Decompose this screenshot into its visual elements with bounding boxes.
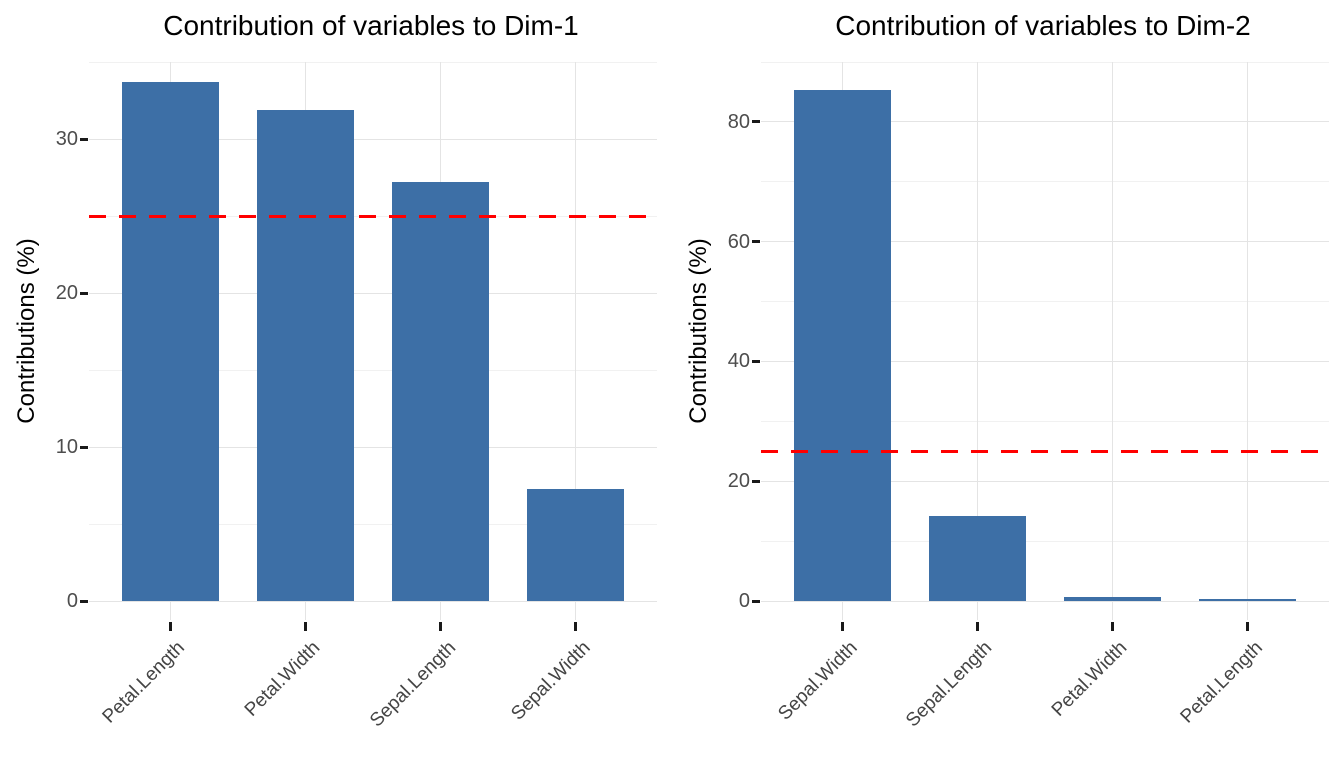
gridline-major-y20 [761,480,1329,482]
y-tick-label-20: 20 [727,470,750,493]
y-tick-mark-0 [752,599,760,603]
gridline-major-y10 [89,446,657,448]
gridline-minor-y35 [89,61,657,63]
chart-title-dim2: Contribution of variables to Dim-2 [835,10,1251,41]
x-tick-label-sepal-width: Sepal.Width [507,637,596,725]
bar-petal-length [121,82,219,601]
bar-sepal-length [392,182,490,601]
gridline-minor-y5 [89,523,657,525]
y-tick-mark-10 [80,445,88,449]
gridline-major-y20 [89,292,657,294]
y-tick-label-60: 60 [727,230,750,253]
gridline-minor-y70 [761,181,1329,183]
x-tick-label-petal-length: Petal.Length [1176,637,1268,728]
x-tick-mark-petal-width [1111,622,1115,631]
bar-petal-width [256,109,354,601]
chart-panel-dim2: Contribution of variables to Dim-2 Contr… [672,0,1344,768]
gridline-major-y80 [761,121,1329,123]
x-tick-label-petal-width: Petal.Width [1048,637,1132,721]
x-tick-mark-sepal-length [975,622,979,631]
x-tick-mark-sepal-width [574,622,578,631]
chart-panel-dim1: Contribution of variables to Dim-1 Contr… [13,10,657,732]
y-tick-label-40: 40 [727,350,750,373]
gridline-minor-y50 [761,301,1329,303]
y-tick-label-80: 80 [727,110,750,133]
gridline-x-petal-width [1112,62,1114,620]
x-tick-mark-petal-width [303,622,307,631]
gridline-major-y0 [89,600,657,602]
chart-title-dim1: Contribution of variables to Dim-1 [163,10,579,41]
y-tick-mark-30 [80,137,88,141]
gridline-x-sepal-width [575,62,577,620]
x-tick-mark-sepal-length [439,622,443,631]
bar-sepal-length [928,515,1026,601]
reference-line [761,449,1329,453]
y-tick-mark-0 [80,599,88,603]
gridline-x-sepal-length [976,62,978,620]
x-tick-label-sepal-length: Sepal.Length [365,637,460,732]
y-tick-mark-80 [752,120,760,124]
y-tick-label-10: 10 [55,436,78,458]
y-tick-label-30: 30 [55,128,78,150]
y-tick-mark-20 [752,479,760,483]
y-tick-mark-40 [752,359,760,363]
reference-line [89,214,657,218]
y-tick-label-0: 0 [738,590,750,612]
y-tick-label-0: 0 [66,590,78,612]
gridline-major-y30 [89,138,657,140]
x-tick-label-sepal-length: Sepal.Length [902,637,997,732]
plot-area-dim1: 0 10 20 30 Petal.Length Petal.Width Sepal.Leng… [55,61,657,732]
gridline-minor-y15 [89,369,657,371]
x-tick-label-sepal-width: Sepal.Width [774,637,862,725]
y-tick-label-20: 20 [55,282,78,304]
gridline-major-y60 [761,241,1329,243]
x-tick-mark-sepal-width [840,622,844,631]
bar-sepal-width [527,488,625,601]
bar-petal-width [1064,596,1162,601]
x-tick-label-petal-length: Petal.Length [98,637,190,728]
x-tick-label-petal-width: Petal.Width [240,637,325,721]
y-tick-mark-20 [80,291,88,295]
gridline-major-y40 [761,360,1329,362]
x-tick-mark-petal-length [1246,622,1250,631]
plot-area-dim2: 0 20 40 60 80 Sepal.Width Sepal.Length Petal.Wi… [672,0,1344,768]
gridline-minor-y30 [761,420,1329,422]
bar-sepal-width [793,90,891,601]
gridline-minor-y90 [761,61,1329,63]
bar-petal-length [1199,599,1297,601]
gridline-x-petal-length [1247,62,1249,620]
gridline-major-y0 [761,600,1329,602]
gridline-minor-y10 [761,540,1329,542]
y-tick-mark-60 [752,240,760,244]
x-tick-mark-petal-length [168,622,172,631]
